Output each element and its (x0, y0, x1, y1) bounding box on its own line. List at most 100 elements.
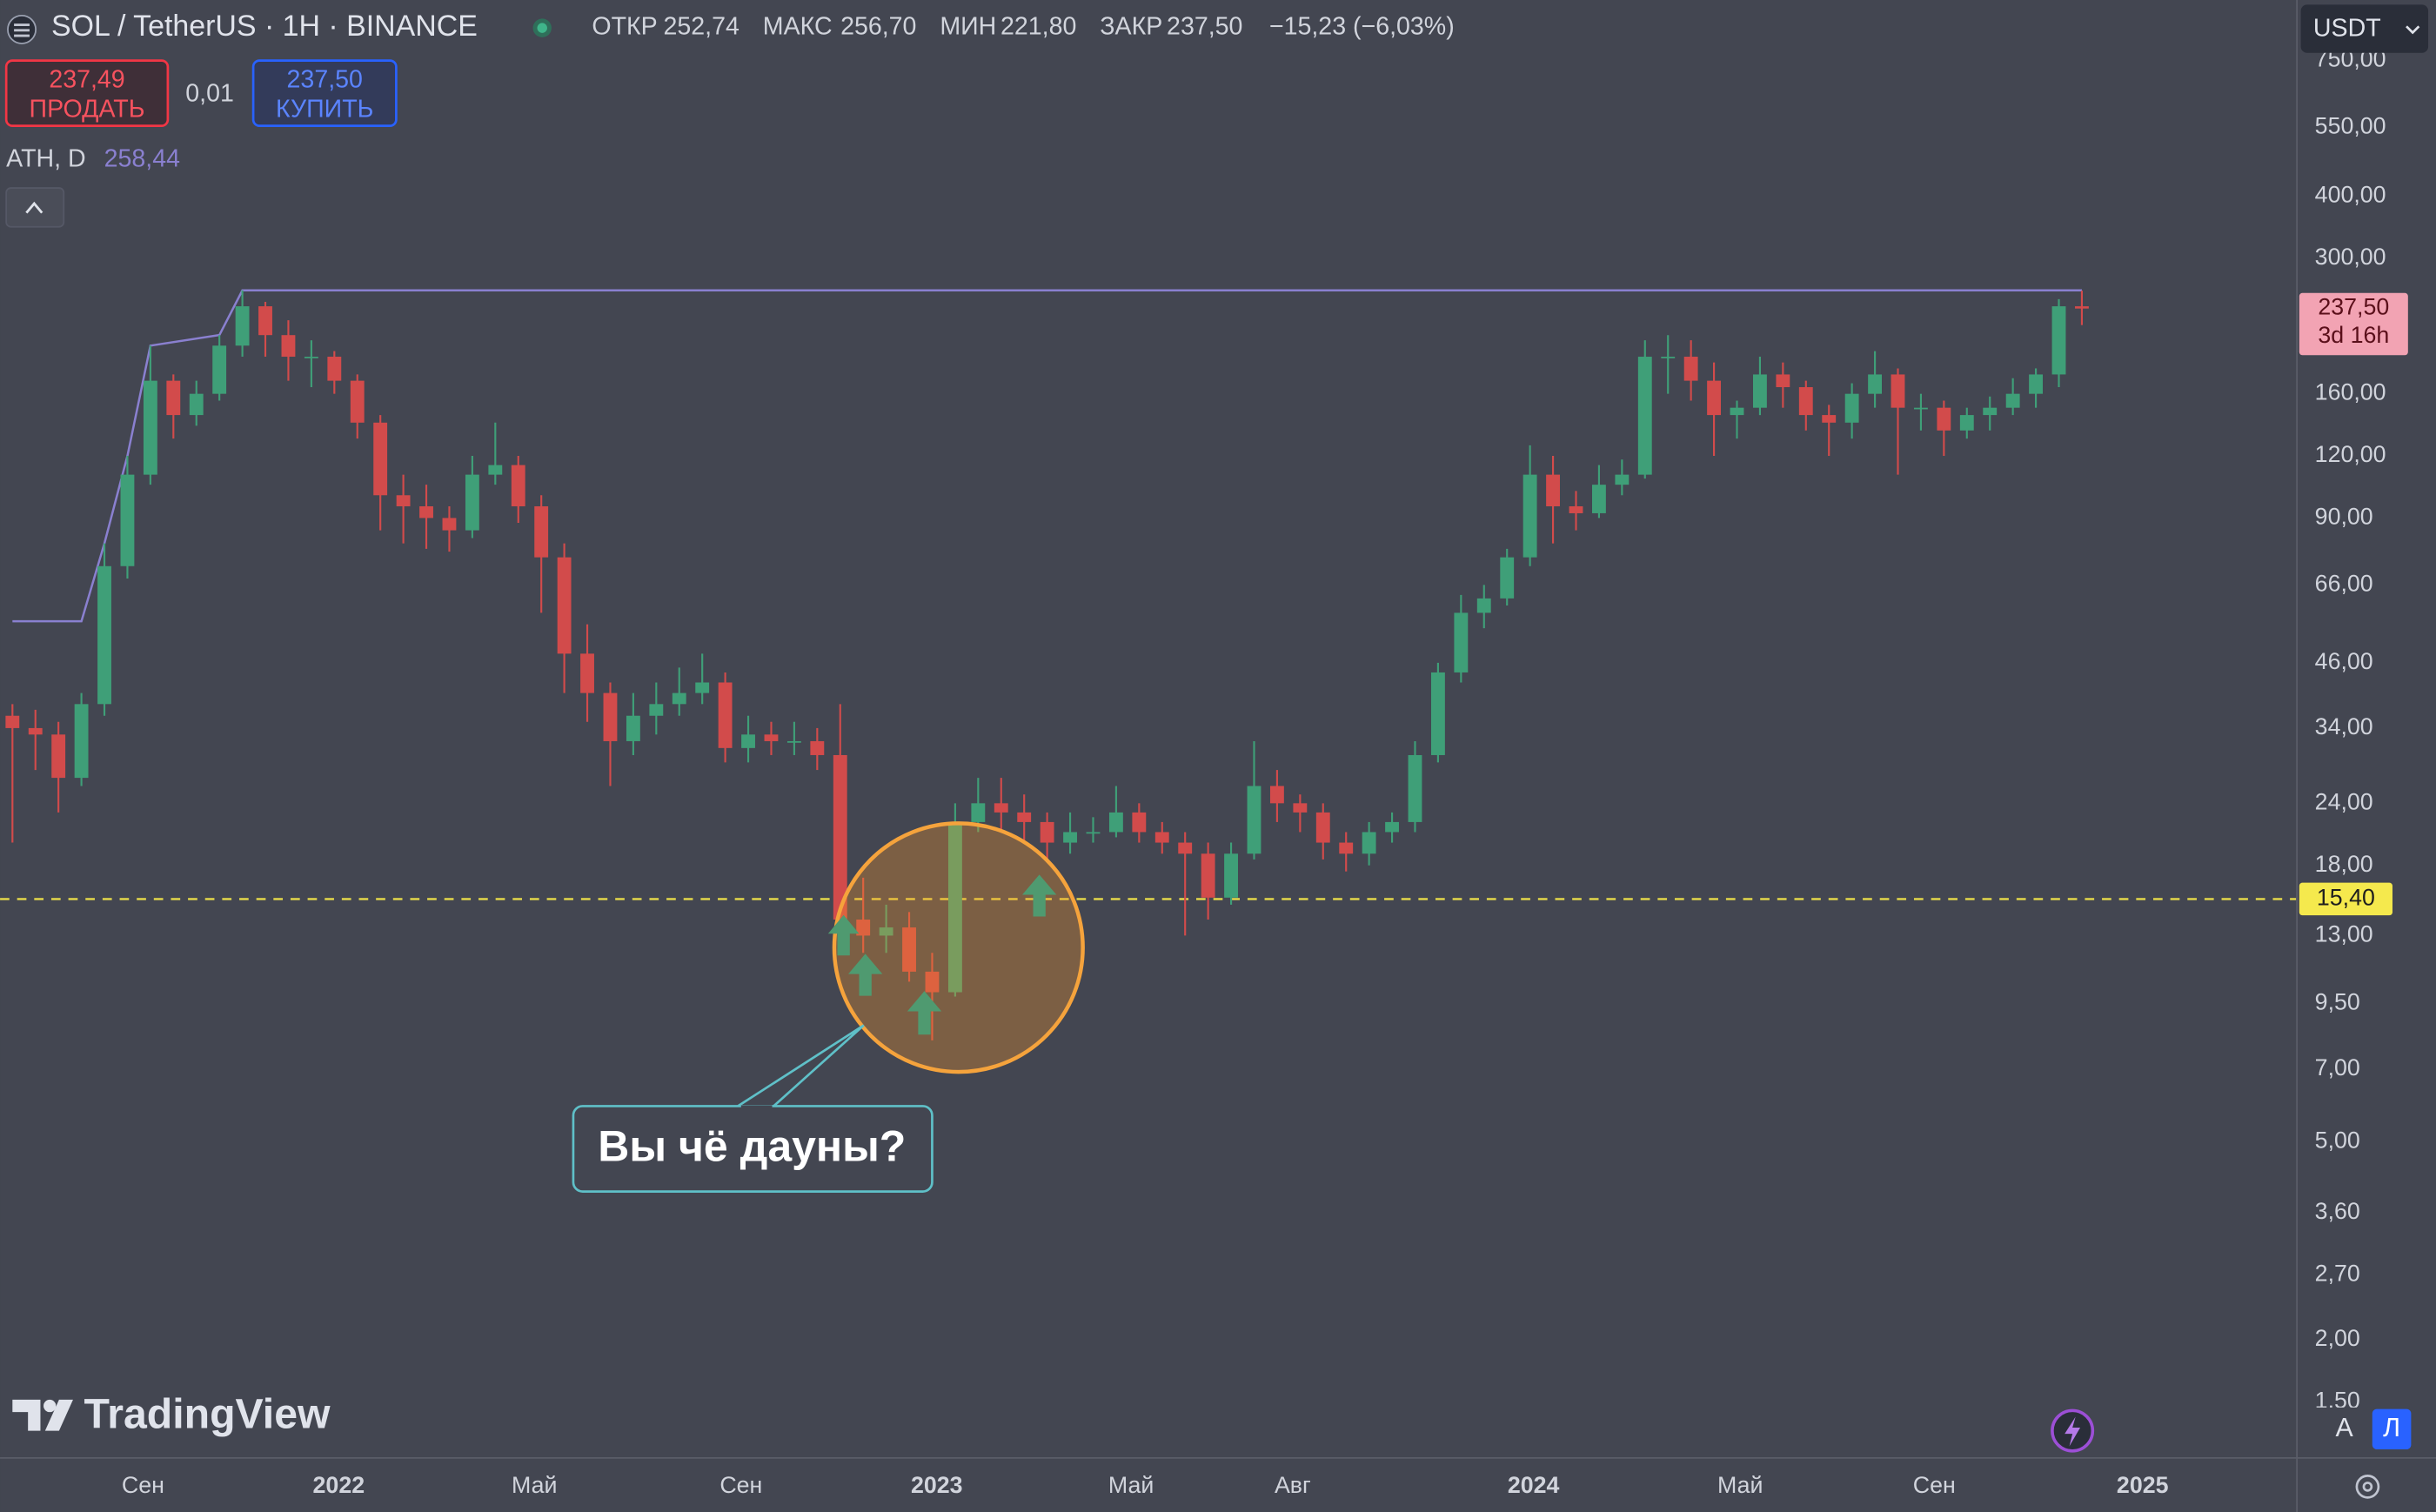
ohlc-value: 237,50 (1167, 13, 1242, 41)
candle-body (2051, 306, 2066, 375)
y-tick-label: 300,00 (2315, 244, 2386, 270)
candle-body (557, 557, 572, 654)
candle-body (1637, 357, 1652, 475)
y-tick-label: 160,00 (2315, 379, 2386, 405)
candle-body (304, 357, 318, 358)
candle-body (1154, 832, 1169, 843)
candle-body (1591, 485, 1606, 513)
x-tick-label: Сен (719, 1472, 762, 1498)
symbol[interactable]: SOL / TetherUS · 1H · BINANCE (51, 10, 478, 43)
settings-icon (2362, 1482, 2373, 1492)
highlight-circle (832, 821, 1085, 1074)
ath-line (12, 289, 2083, 623)
candle-body (511, 465, 525, 506)
collapse-button[interactable] (5, 187, 65, 228)
y-tick-label: 5,00 (2315, 1127, 2360, 1154)
x-tick-label: 2022 (313, 1472, 365, 1498)
y-tick-label: 7,00 (2315, 1054, 2360, 1080)
candle-body (810, 740, 825, 755)
candle-body (1017, 812, 1032, 822)
settings-icon[interactable] (2355, 1475, 2380, 1499)
auto-scale[interactable]: A (2335, 1414, 2353, 1442)
candle-body (1201, 853, 1215, 898)
candle-body (5, 715, 20, 728)
x-tick-label: Авг (1275, 1472, 1311, 1498)
candle-body (1500, 557, 1515, 599)
candle-body (672, 692, 686, 705)
y-axis: 750,00550,00400,00300,00160,00120,0090,0… (2315, 45, 2386, 1413)
ohlc-label: МАКС (763, 13, 833, 41)
candle-body (143, 380, 157, 475)
candle-body (856, 920, 871, 936)
arrows (827, 874, 1057, 1035)
candle-body (97, 565, 111, 705)
candle-body (1086, 832, 1101, 834)
candle-body (1408, 754, 1422, 822)
candle-body (1730, 407, 1744, 416)
candle-body (626, 715, 640, 741)
hline-label-box (2299, 882, 2392, 916)
x-tick-label: Май (512, 1472, 557, 1498)
indicator-name[interactable]: ATH, D (6, 144, 86, 172)
candle-body (1040, 821, 1054, 843)
candle-body (442, 518, 457, 531)
y-tick-label: 1,50 (2315, 1387, 2360, 1413)
lightning-icon (2065, 1416, 2081, 1447)
x-tick-label: Сен (122, 1472, 164, 1498)
candle-body (1776, 374, 1790, 388)
ohlc-label: ОТКР (592, 13, 657, 41)
y-tick-label: 18,00 (2315, 851, 2373, 877)
candle-body (1430, 672, 1445, 755)
sell-label: ПРОДАТЬ (30, 95, 145, 123)
candle-body (718, 682, 733, 748)
countdown: 3d 16h (2318, 322, 2389, 348)
buy-button[interactable] (251, 59, 398, 127)
x-tick-label: 2025 (2117, 1472, 2169, 1498)
candle-body (1868, 374, 1883, 394)
indicator-value: 258,44 (104, 144, 180, 172)
candle-body (1224, 853, 1238, 898)
annotation: Вы чё дауны? (572, 821, 1085, 1193)
candle-body (1661, 357, 1676, 358)
ohlc-label: МИН (940, 13, 996, 41)
candle-body (235, 306, 250, 346)
candle-body (189, 393, 204, 416)
arrow (1022, 874, 1057, 917)
candle-body (212, 345, 227, 394)
candle-body (1315, 812, 1330, 843)
candle-body (396, 495, 411, 506)
candle-body (1798, 387, 1813, 416)
candle-body (1937, 407, 1951, 431)
candle-body (1339, 842, 1354, 854)
candle-body (1293, 803, 1308, 813)
y-tick-label: 2,00 (2315, 1325, 2360, 1351)
candle-body (1063, 832, 1077, 843)
candle-body (1476, 598, 1491, 613)
candle-body (764, 734, 779, 741)
candle-body (1822, 415, 1837, 423)
candle-body (74, 704, 89, 779)
candle-body (1522, 474, 1537, 558)
log-scale-button[interactable] (2372, 1408, 2412, 1450)
candle-body (1132, 812, 1147, 833)
plot-area (0, 289, 2297, 1040)
candle-body (1362, 832, 1376, 854)
candle-body (2005, 393, 2020, 408)
sell-button[interactable] (4, 59, 170, 127)
buy-label: КУПИТЬ (276, 95, 373, 123)
candle-body (994, 803, 1008, 813)
y-tick-label: 24,00 (2315, 788, 2373, 814)
candle-body (786, 740, 801, 743)
y-tick-label: 400,00 (2315, 181, 2386, 207)
ohlc-label: ЗАКР (1100, 13, 1162, 41)
currency-button[interactable] (2300, 4, 2429, 53)
y-tick-label: 3,60 (2315, 1198, 2360, 1224)
candle-body (350, 380, 365, 423)
y-tick-label: 34,00 (2315, 713, 2373, 739)
candle-body (971, 803, 986, 822)
header: SOL / TetherUS · 1H · BINANCE ОТКР 252,7… (4, 10, 1455, 228)
callout-pointer (737, 1024, 865, 1107)
candle-body (649, 704, 664, 716)
